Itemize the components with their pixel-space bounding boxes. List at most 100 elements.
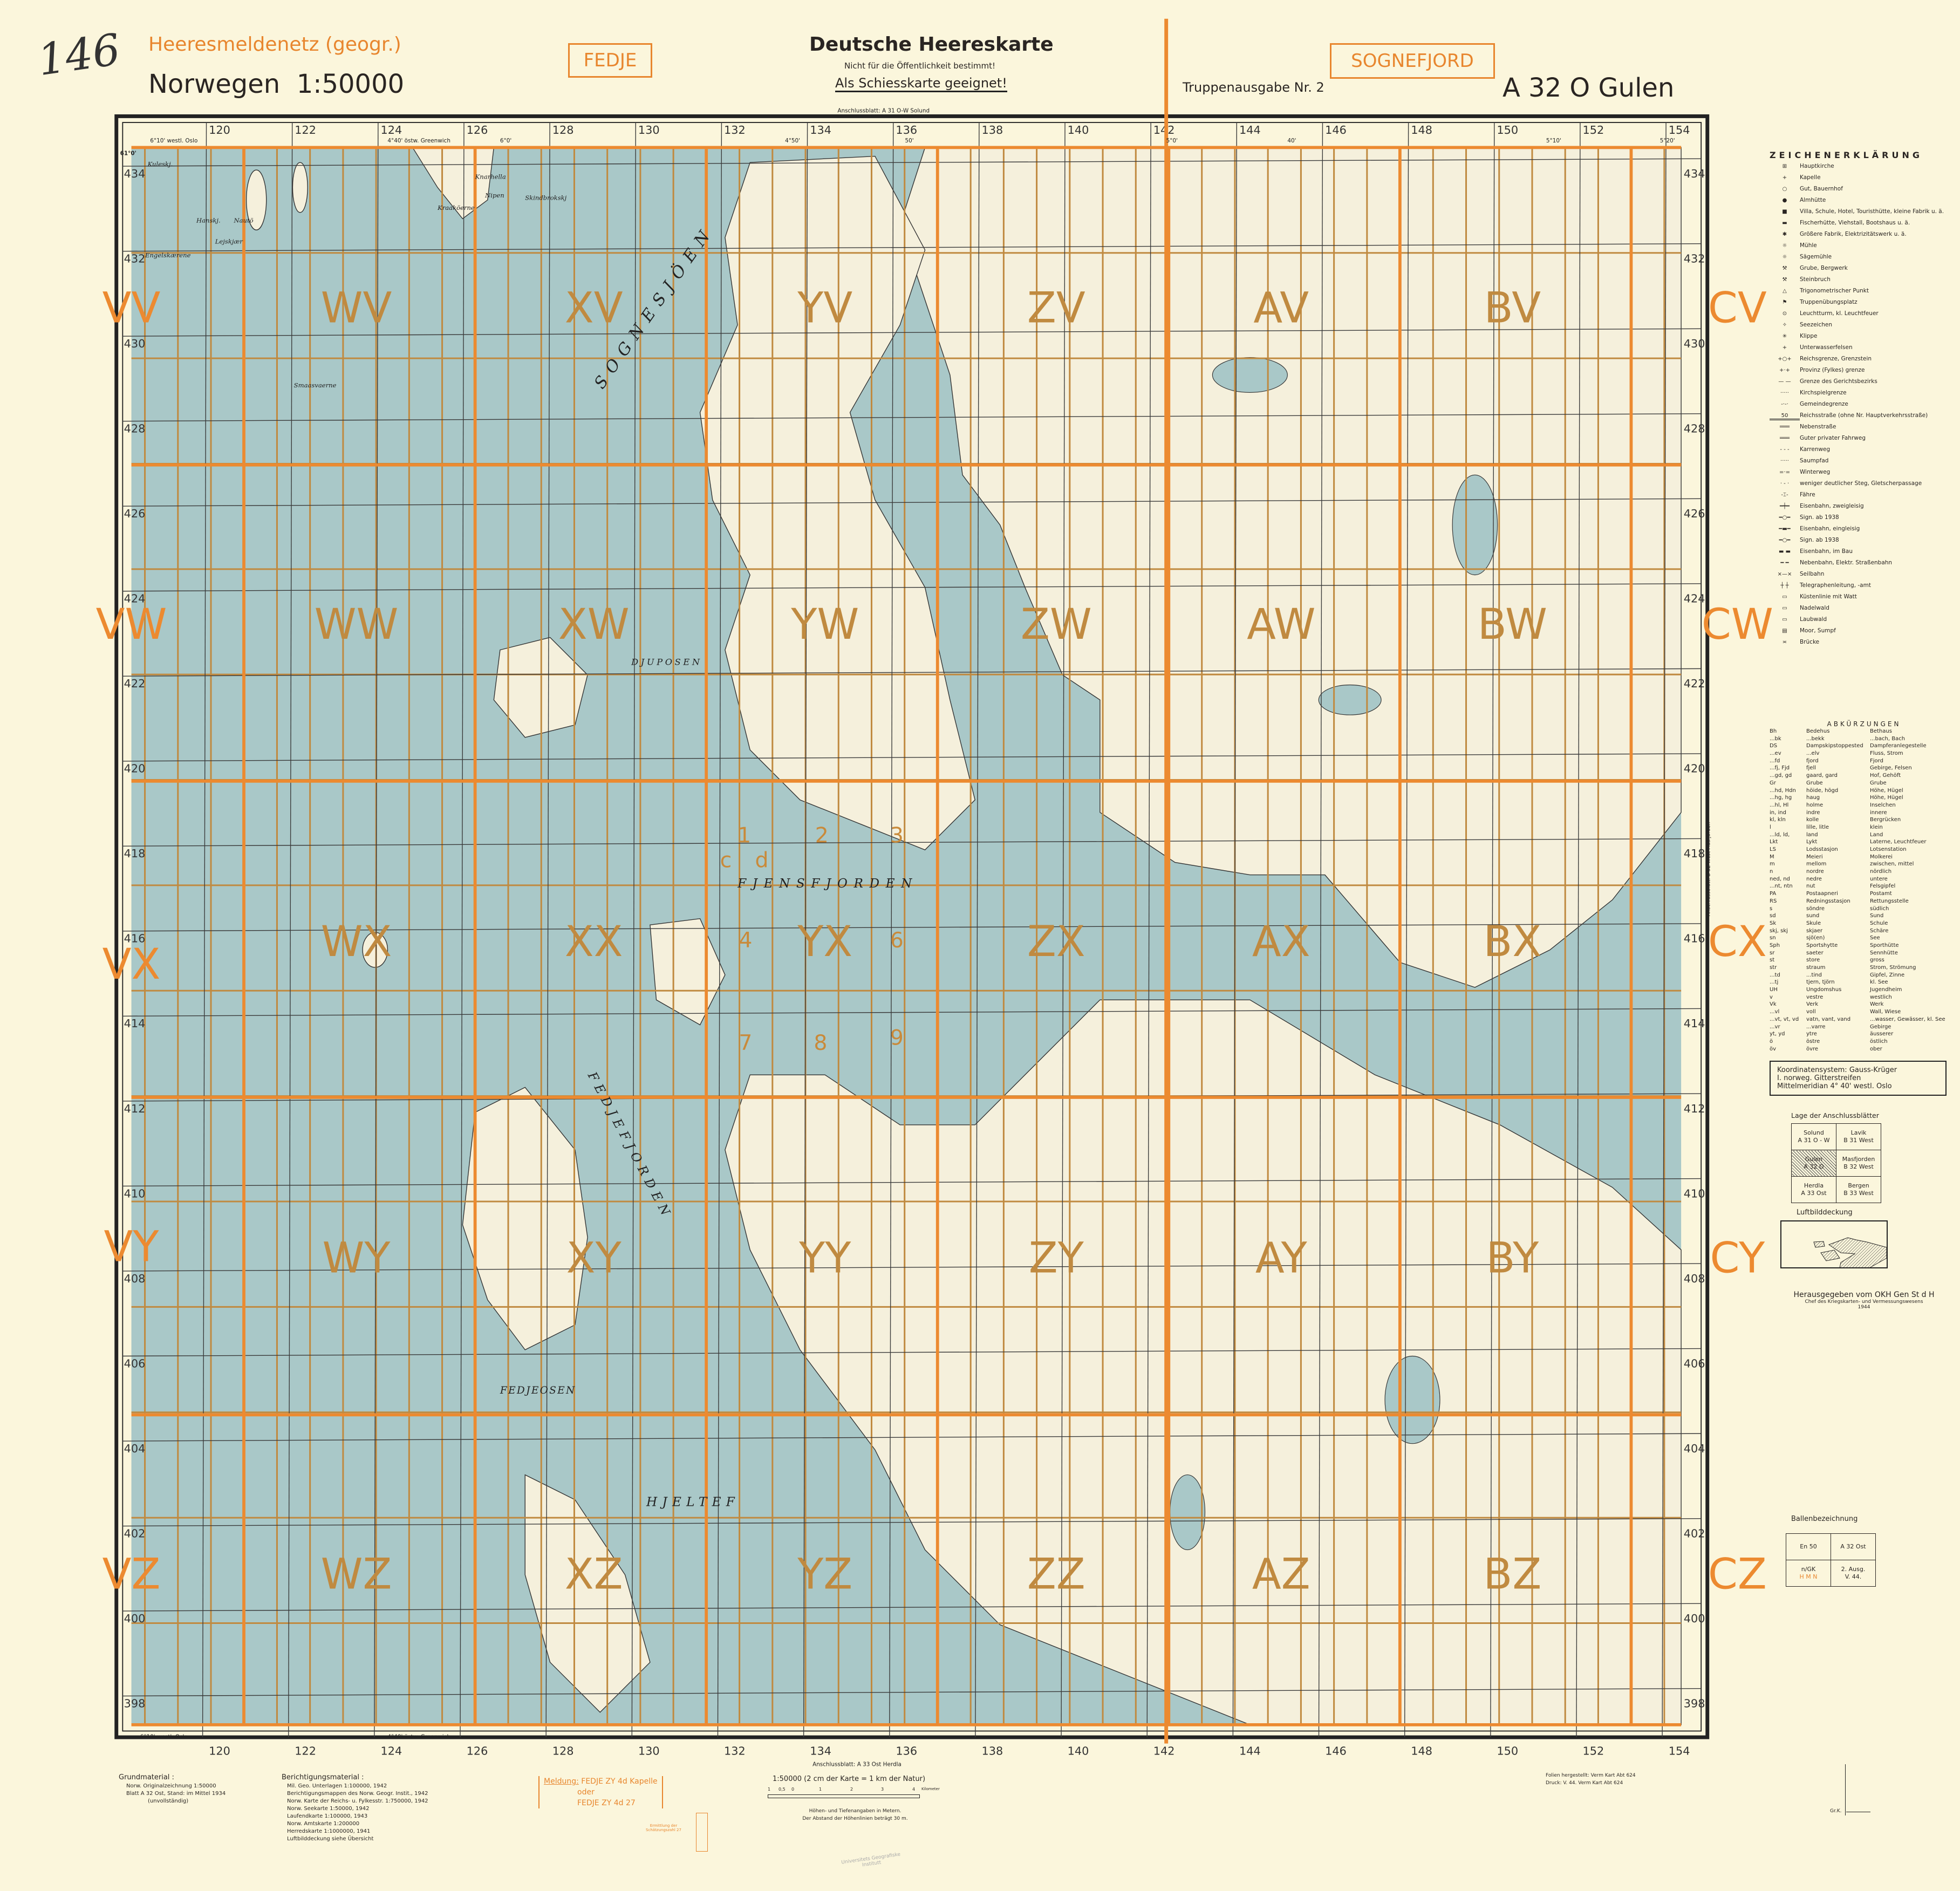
easting-label-top: 120 [209, 124, 230, 136]
northing-label-right: 402 [1684, 1527, 1705, 1540]
easting-label-bottom: 124 [380, 1744, 402, 1757]
abbreviation-cell: ober [1870, 1046, 1882, 1052]
easting-label-bottom: 154 [1669, 1744, 1690, 1757]
easting-label-bottom: 142 [1153, 1744, 1175, 1757]
legend-item: +○+ Reichsgrenze, Grenzstein [1770, 356, 1956, 367]
abbreviation-cell: ö [1770, 1038, 1773, 1045]
abbreviation-cell: Land [1870, 831, 1883, 838]
abbreviation-cell: l [1770, 824, 1771, 830]
report-grid-label: WV [321, 283, 392, 333]
grid-north-label: Gr.K. [1830, 1808, 1842, 1814]
legend-item: ✱ Größere Fabrik, Elektrizitätswerk u. ä. [1770, 231, 1956, 243]
km-grid-line [122, 1178, 1702, 1187]
northing-label-right: 414 [1684, 1017, 1705, 1030]
legend-item: ● Almhütte [1770, 197, 1956, 209]
easting-label-bottom: 128 [552, 1744, 574, 1757]
tram-icon: ━ ━ [1780, 560, 1789, 566]
grundmaterial: Grundmaterial : Norw. Originalzeichnung … [119, 1772, 226, 1805]
adjacent-sheets-diagram: Solund A 31 O - W Lavik B 31 West Gulen A 3… [1791, 1123, 1881, 1203]
subdivision-mark: 2 [815, 823, 829, 848]
legend-label: Telegraphenleitung, -amt [1800, 582, 1871, 589]
lake [1170, 1474, 1206, 1551]
abbreviation-cell: Molkerei [1870, 854, 1893, 860]
railway-single-1938-icon: ━○━ [1779, 537, 1791, 543]
legend-label: Hauptkirche [1800, 163, 1834, 169]
legend-label: Eisenbahn, zweigleisig [1800, 503, 1864, 509]
legend-label: Brücke [1800, 639, 1820, 645]
report-grid-label: YZ [797, 1549, 852, 1599]
abbreviation-cell: ...hg, hg [1770, 795, 1792, 801]
northing-label-left: 410 [124, 1187, 146, 1200]
easting-label-top: 122 [295, 124, 316, 136]
abbreviation-row: ...bk ...bekk ...bach, Bach [1770, 735, 1958, 743]
abbreviation-cell: Lotsenstation [1870, 846, 1907, 852]
easting-label-bottom: 152 [1583, 1744, 1604, 1757]
abbreviation-cell: in, ind [1770, 809, 1786, 816]
report-grid-label: CW [1702, 599, 1773, 649]
main-church-icon: ⊞ [1782, 163, 1787, 169]
height-notes: Höhen- und Tiefenangaben in Metern. Der … [793, 1807, 917, 1822]
meldung-or: oder [577, 1788, 595, 1797]
report-grid-label: ZV [1027, 283, 1085, 333]
sheet-lavik: Lavik B 31 West [1836, 1123, 1881, 1150]
coastline-icon: ▭ [1782, 594, 1787, 600]
legend-label: Seilbahn [1800, 571, 1825, 577]
abbreviation-cell: Gebirge [1870, 1023, 1891, 1030]
place-label: Smaasvaerne [294, 381, 337, 389]
northing-label-left: 428 [124, 422, 146, 435]
abbreviation-cell: Wall, Wiese [1870, 1009, 1901, 1015]
subdivision-mark: 8 [814, 1030, 827, 1055]
abbreviation-cell: ...bk [1770, 735, 1781, 742]
legend-item: ○ Gut, Bauernhof [1770, 186, 1956, 197]
abbreviation-cell: n [1770, 869, 1773, 875]
report-grid-label: CZ [1708, 1549, 1767, 1599]
abbreviation-cell: Skule [1806, 920, 1821, 926]
farm-icon: ○ [1782, 186, 1787, 192]
northing-label-left: 430 [124, 337, 146, 350]
km-grid-line [288, 122, 293, 1738]
easting-label-top: 130 [638, 124, 660, 136]
northing-label-left: 424 [124, 592, 146, 605]
coverage-area [1820, 1250, 1840, 1261]
legend-label: Villa, Schule, Hotel, Touristhütte, klei… [1800, 208, 1944, 215]
abbreviation-cell: nordre [1806, 869, 1824, 875]
report-grid-label: VZ [103, 1549, 161, 1599]
abbreviation-cell: Jugendheim [1870, 987, 1902, 993]
legend-item: ▤ Moor, Sumpf [1770, 628, 1956, 639]
northing-label-right: 420 [1684, 762, 1705, 775]
north-arrow [1845, 1764, 1846, 1815]
easting-label-bottom: 120 [209, 1744, 230, 1757]
footer-line: Blatt A 32 Ost, Stand: im Mittel 1934 [126, 1791, 226, 1797]
report-grid-label: AW [1247, 599, 1315, 649]
abbreviation-row: ...hg, hg haug Höhe, Hügel [1770, 794, 1958, 802]
report-grid-label: VV [103, 283, 161, 333]
conifer-forest-icon: ▭ [1782, 605, 1787, 611]
abbreviation-cell: Bedehus [1806, 728, 1830, 734]
abbreviation-cell: kl, kln [1770, 817, 1786, 823]
abbreviation-cell: Dampferanlegestelle [1870, 743, 1927, 749]
abbreviation-cell: ...vt, vt, vd [1770, 1016, 1799, 1022]
northing-label-left: 418 [124, 847, 146, 860]
coordinate-system-box: Koordinatensystem: Gauss-Krüger I. norwe… [1770, 1061, 1947, 1096]
report-grid-label: XV [565, 283, 623, 333]
abbreviation-row: M Meieri Molkerei [1770, 854, 1958, 861]
abbreviation-cell: Vk [1770, 1001, 1777, 1008]
abbreviation-cell: Grube [1806, 780, 1823, 786]
km-grid-line [122, 1688, 1702, 1697]
abbreviation-cell: ...ld, ld, [1770, 831, 1790, 838]
abbreviation-cell: klein [1870, 824, 1883, 830]
abbreviation-cell: Inselchen [1870, 802, 1896, 808]
legend-item: -·-· Gemeindegrenze [1770, 401, 1956, 413]
place-label: Skindbrokskj [525, 194, 566, 202]
abbreviation-cell: Sennhütte [1870, 950, 1898, 956]
place-fjensfjorden: FJENSFJORDEN [737, 877, 918, 891]
legend-label: Eisenbahn, im Bau [1800, 548, 1853, 555]
easting-label-bottom: 144 [1239, 1744, 1261, 1757]
berichtigungsmaterial: Berichtigungsmaterial : Mil. Geo. Unterl… [282, 1772, 428, 1843]
legend-item: 50 Reichsstraße (ohne Nr. Hauptverkehrsst… [1770, 413, 1956, 424]
legend-label: Gut, Bauernhof [1800, 186, 1843, 192]
frame-lon-label: 4°50' [785, 138, 800, 144]
km-grid-line [122, 328, 1702, 337]
northing-label-right: 398 [1684, 1697, 1705, 1710]
